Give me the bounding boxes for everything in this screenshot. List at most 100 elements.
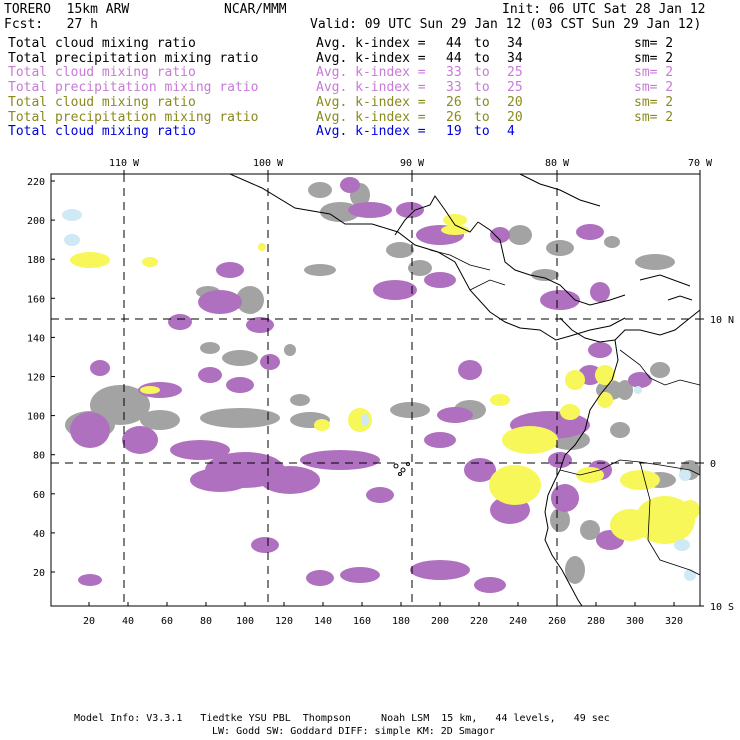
yellow-cloud-cell <box>490 394 510 406</box>
purple-cloud-cell <box>548 452 572 468</box>
x-tick-label: 120 <box>275 616 293 627</box>
purple-cloud-cell <box>551 484 579 512</box>
gray-cloud-cell <box>565 556 585 584</box>
y-tick-label: 80 <box>33 451 45 462</box>
legend-from: 26 <box>446 109 462 125</box>
purple-cloud-cell <box>70 412 110 448</box>
lon-label: 90 W <box>400 158 425 169</box>
gray-cloud-cell <box>304 264 336 276</box>
legend-to: 34 <box>507 50 523 66</box>
purple-cloud-cell <box>628 372 652 388</box>
gray-cloud-cell <box>550 508 570 532</box>
yellow-cloud-cell <box>489 465 541 505</box>
x-tick-label: 180 <box>392 616 410 627</box>
legend-to-word: to <box>474 65 490 81</box>
lon-label: 80 W <box>545 158 570 169</box>
y-tick-label: 160 <box>27 294 45 305</box>
blue-cloud-cell <box>62 209 82 221</box>
purple-cloud-cell <box>246 317 274 333</box>
blue-cloud-cell <box>679 469 691 481</box>
valid-time: Valid: 09 UTC Sun 29 Jan 12 (03 CST Sun … <box>310 17 702 32</box>
gray-cloud-cell <box>408 260 432 276</box>
legend-index: Avg. k-index = <box>316 50 426 66</box>
legend-to-word: to <box>474 124 490 140</box>
yellow-cloud-cell <box>620 470 660 490</box>
legend-to: 25 <box>507 80 523 96</box>
x-tick-label: 80 <box>200 616 212 627</box>
coastlines <box>229 174 700 606</box>
legend-to: 20 <box>507 94 523 110</box>
x-tick-label: 60 <box>161 616 173 627</box>
blue-cloud-cell <box>684 569 696 581</box>
legend-to: 20 <box>507 109 523 125</box>
border-peru <box>559 459 700 476</box>
blue-cloud-cell <box>64 234 80 246</box>
yellow-cloud-cell <box>314 419 330 431</box>
legend-index: Avg. k-index = <box>316 94 426 110</box>
x-tick-label: 140 <box>314 616 332 627</box>
axis-labels: 110 W 100 W 90 W 80 W 70 W 10 N 0 10 S 220 200 180… <box>27 158 734 627</box>
legend-to: 25 <box>507 65 523 81</box>
blue-cloud-cell <box>361 414 369 426</box>
legend-from: 33 <box>446 80 462 96</box>
y-tick-label: 100 <box>27 412 45 423</box>
physics-info: LW: Godd SW: Goddard DIFF: simple KM: 2D… <box>212 726 495 737</box>
purple-cloud-cell <box>226 377 254 393</box>
legend-sm: sm= 2 <box>634 36 674 51</box>
gray-cloud-cell <box>580 520 600 540</box>
yellow-cloud-cell <box>595 365 615 385</box>
legend-to-word: to <box>474 80 490 96</box>
gray-cloud-cell <box>390 402 430 418</box>
gray-cloud-cell <box>284 344 296 356</box>
purple-cloud-cell <box>260 466 320 494</box>
gray-cloud-cell <box>508 225 532 245</box>
legend-field: Total precipitation mixing ratio <box>8 109 259 125</box>
yellow-cloud-cell <box>443 214 467 226</box>
gray-cloud-cell <box>290 394 310 406</box>
purple-cloud-cell <box>198 290 242 314</box>
coastline-islands <box>639 274 693 301</box>
y-tick-label: 60 <box>33 490 45 501</box>
yellow-cloud-cell <box>560 404 580 420</box>
forecast-hour: Fcst: 27 h <box>4 17 98 32</box>
yellow-cloud-cell <box>597 392 613 408</box>
x-tick-label: 220 <box>470 616 488 627</box>
gray-cloud-cell <box>531 269 559 281</box>
purple-cloud-cell <box>251 537 279 553</box>
blue-cloud-cell <box>634 386 642 394</box>
gray-cloud-cell <box>546 240 574 256</box>
x-tick-label: 240 <box>509 616 527 627</box>
cloud-fields <box>62 177 700 593</box>
legend-index: Avg. k-index = <box>316 36 426 51</box>
purple-cloud-cell <box>424 272 456 288</box>
legend-index: Avg. k-index = <box>316 124 426 140</box>
legend-index: Avg. k-index = <box>316 65 426 81</box>
purple-cloud-cell <box>396 202 424 218</box>
purple-cloud-cell <box>170 440 230 460</box>
purple-cloud-cell <box>90 360 110 376</box>
yellow-cloud-cell <box>565 370 585 390</box>
purple-cloud-cell <box>424 432 456 448</box>
legend-sm: sm= 2 <box>634 109 674 125</box>
yellow-cloud-cell <box>441 225 469 235</box>
legend-from: 44 <box>446 50 462 66</box>
x-tick-label: 260 <box>548 616 566 627</box>
purple-cloud-cell <box>437 407 473 423</box>
gray-cloud-cell <box>635 254 675 270</box>
gray-cloud-cell <box>200 342 220 354</box>
x-tick-label: 100 <box>236 616 254 627</box>
legend-to-word: to <box>474 94 490 110</box>
purple-cloud-cell <box>590 282 610 302</box>
coastline-cuba <box>519 174 601 207</box>
border-brazil <box>639 461 700 576</box>
legend-from: 44 <box>446 36 462 51</box>
purple-cloud-cell <box>348 202 392 218</box>
gray-cloud-cell <box>222 350 258 366</box>
purple-cloud-cell <box>260 354 280 370</box>
legend-to-word: to <box>474 36 490 51</box>
yellow-cloud-cell <box>70 252 110 268</box>
purple-cloud-cell <box>122 426 158 454</box>
lat-lon-grid <box>51 174 700 606</box>
legend-sm: sm= 2 <box>634 65 674 81</box>
